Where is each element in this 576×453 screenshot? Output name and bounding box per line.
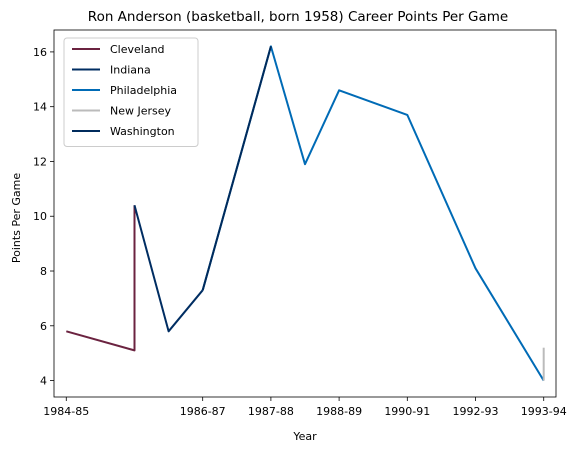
series-line-2 [201,45,545,382]
series-line-0 [66,205,136,352]
y-axis-label: Points Per Game [10,173,23,264]
x-tick-label: 1993-94 [521,405,567,418]
x-tick-label: 1990-91 [384,405,430,418]
x-tick-label: 1986-87 [180,405,226,418]
legend-entry-3: New Jersey [110,105,172,118]
x-tick-label: 1987-88 [248,405,294,418]
y-tick-label: 14 [33,101,47,114]
y-tick-label: 4 [40,375,47,388]
x-axis-label: Year [292,430,317,443]
legend-entry-4: Washington [110,125,175,138]
legend-box [63,37,199,147]
plot-frame [53,29,557,398]
y-tick-label: 6 [40,320,47,333]
chart-title: Ron Anderson (basketball, born 1958) Car… [88,9,508,25]
y-tick-label: 12 [33,155,47,168]
x-tick-label: 1988-89 [316,405,362,418]
legend-entry-0: Cleveland [110,43,165,56]
x-tick-label: 1984-85 [43,405,89,418]
legend-entry-2: Philadelphia [110,84,177,97]
y-tick-label: 16 [33,46,47,59]
series-line-1 [133,205,204,333]
legend-entry-1: Indiana [110,64,151,77]
plot-area: 4 6 8 10 12 14 16 1984-85 1986-87 1987-88 1988-89 1… [33,29,567,418]
x-tick-label: 1992-93 [453,405,499,418]
y-tick-label: 10 [33,210,47,223]
y-tick-label: 8 [40,265,47,278]
series-line-4 [201,46,272,291]
